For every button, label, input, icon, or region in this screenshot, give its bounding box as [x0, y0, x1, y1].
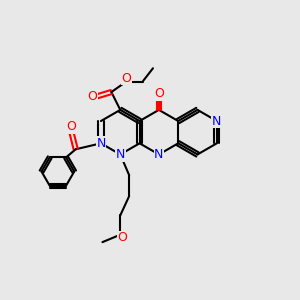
Text: N: N	[96, 137, 106, 150]
Text: N: N	[154, 148, 164, 161]
Text: O: O	[66, 121, 76, 134]
Text: O: O	[154, 87, 164, 100]
Text: N: N	[116, 148, 125, 161]
Text: N: N	[96, 137, 106, 150]
Text: N: N	[212, 115, 221, 128]
Text: O: O	[87, 90, 97, 103]
Text: N: N	[154, 148, 164, 161]
Text: O: O	[121, 72, 131, 85]
Text: N: N	[116, 148, 125, 161]
Text: O: O	[118, 231, 128, 244]
Text: N: N	[212, 115, 221, 128]
